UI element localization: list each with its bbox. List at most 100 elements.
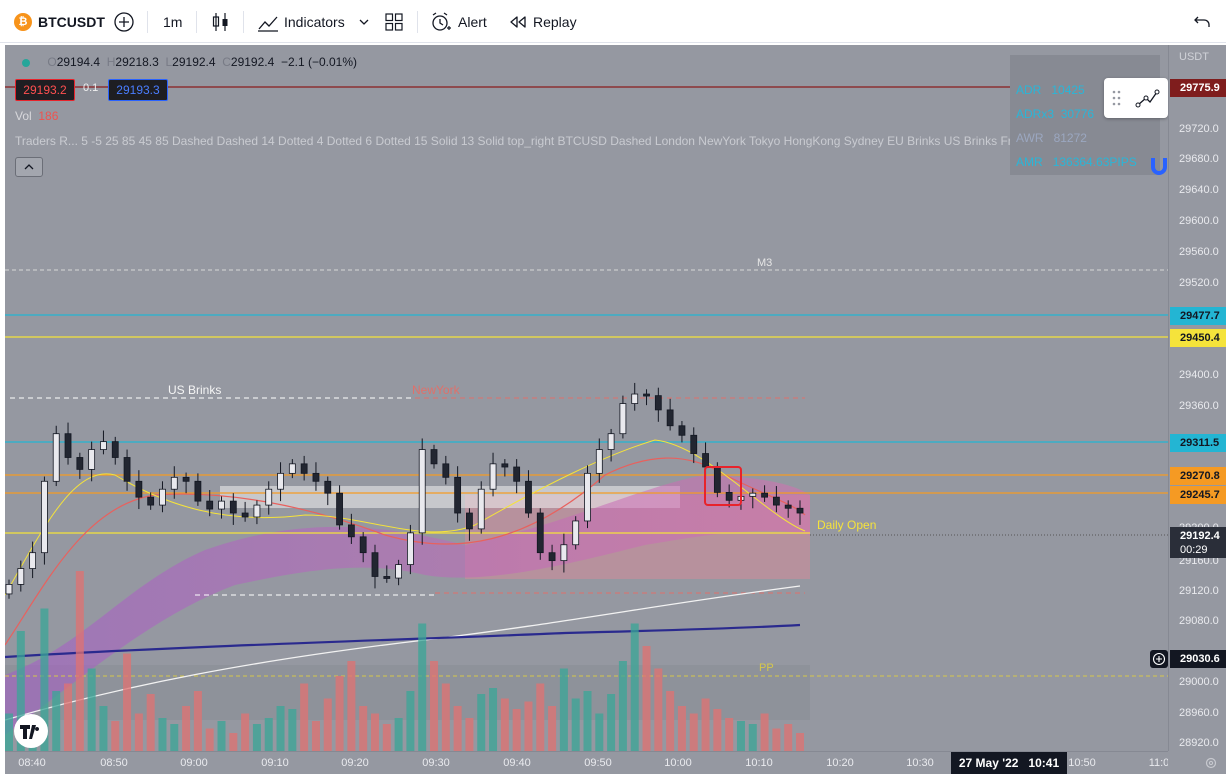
candle-body <box>371 552 379 577</box>
drag-handle-icon[interactable] <box>1112 90 1122 106</box>
chart-canvas[interactable] <box>5 45 1168 751</box>
newyork-label: NewYork <box>412 383 460 397</box>
volume-bar <box>370 713 379 751</box>
value-area-box <box>220 486 680 508</box>
magnet-icon[interactable] <box>1150 156 1168 178</box>
volume-bar <box>406 691 415 751</box>
price-tick: 28920.0 <box>1179 737 1219 749</box>
adr-row: ADRx3 30776 <box>1016 107 1095 121</box>
candle-body <box>265 488 273 506</box>
time-tick: 09:20 <box>341 757 369 769</box>
price-tick: 29000.0 <box>1179 676 1219 688</box>
volume-bar <box>666 691 675 751</box>
ask-button[interactable]: 29193.3 <box>108 79 168 101</box>
candle-body <box>135 480 143 498</box>
collapse-legend-button[interactable] <box>15 157 43 177</box>
candle-body <box>678 425 686 436</box>
indicator-legend[interactable]: Traders R... 5 -5 25 85 45 85 Dashed Das… <box>15 134 1098 148</box>
candle-body <box>218 500 225 510</box>
volume-bar <box>689 713 698 751</box>
price-tick: 29520.0 <box>1179 277 1219 289</box>
chevron-up-icon <box>24 164 34 170</box>
price-tick: 29640.0 <box>1179 184 1219 196</box>
time-tick: 09:40 <box>503 757 531 769</box>
candle-body <box>111 441 119 458</box>
volume-bar <box>477 694 486 751</box>
volume-bar <box>618 661 627 751</box>
time-tick: 09:00 <box>180 757 208 769</box>
ma-red <box>5 457 806 646</box>
chart-type-button[interactable] <box>211 0 231 43</box>
price-tick: 29080.0 <box>1179 615 1219 627</box>
candle-body <box>241 512 249 518</box>
gear-icon[interactable] <box>1204 756 1218 770</box>
candle-body <box>489 463 497 490</box>
candle-body <box>525 480 532 514</box>
candle-body <box>631 393 639 404</box>
volume-bar <box>524 701 533 751</box>
candle-body <box>666 409 674 427</box>
pp-label: PP <box>759 662 774 674</box>
replay-button[interactable]: Replay <box>509 0 577 43</box>
volume-bar <box>489 688 498 751</box>
time-tick: 10:00 <box>664 757 692 769</box>
price-tick: 29120.0 <box>1179 585 1219 597</box>
volume-bar <box>205 728 214 751</box>
time-tick: 10:50 <box>1068 757 1096 769</box>
layouts-button[interactable] <box>384 0 404 43</box>
candle-body <box>654 395 662 411</box>
volume-bar <box>465 718 474 751</box>
alert-button[interactable]: Alert <box>430 0 487 43</box>
close-value: 29192.4 <box>230 55 275 69</box>
daily-open-label: Daily Open <box>817 518 877 532</box>
candle-body <box>182 476 190 482</box>
candle-body <box>454 476 462 514</box>
undo-button[interactable] <box>1194 0 1210 43</box>
time-tick: 10:30 <box>906 757 934 769</box>
candle-body <box>123 457 131 482</box>
drawing-toolbar[interactable] <box>1104 78 1168 118</box>
chart-pane[interactable]: O29194.4 H29218.3 L29192.4 C29192.4 −2.1… <box>5 45 1168 751</box>
volume-bar <box>40 608 49 751</box>
indicators-button[interactable]: Indicators <box>257 0 345 43</box>
candle-body <box>725 491 733 501</box>
volume-bar <box>111 721 120 751</box>
price-label-red: 29775.9 <box>1170 79 1226 97</box>
volume-bar <box>607 694 616 751</box>
time-tick: 08:50 <box>100 757 128 769</box>
indicators-dropdown[interactable] <box>358 0 370 43</box>
add-alert-button[interactable] <box>1150 650 1168 668</box>
left-gutter <box>0 45 5 774</box>
candle-body <box>194 480 202 502</box>
spread-value: 0.1 <box>83 82 99 94</box>
interval-button[interactable]: 1m <box>163 0 182 43</box>
volume-bar <box>264 718 273 751</box>
volume-bar <box>500 698 509 751</box>
trend-line-icon[interactable] <box>1134 85 1160 111</box>
candle-body <box>88 449 96 470</box>
bitcoin-icon: ₿ <box>14 12 32 31</box>
compare-button[interactable] <box>113 0 135 43</box>
volume-bar <box>170 724 179 751</box>
volume-bar <box>784 724 793 751</box>
volume-bar <box>217 721 226 751</box>
candles <box>5 382 804 599</box>
candle-body <box>584 472 591 522</box>
volume-bar <box>123 653 132 751</box>
candle-body <box>772 496 780 506</box>
candle-body <box>784 504 792 509</box>
highlight-box <box>704 466 742 506</box>
replay-label: Replay <box>533 13 577 30</box>
candle-body <box>159 488 166 506</box>
candle-body <box>643 393 650 397</box>
volume-bar <box>571 698 580 751</box>
symbol-search[interactable]: ₿ BTCUSDT <box>14 0 105 43</box>
alarm-clock-icon <box>432 11 451 31</box>
candle-body <box>229 500 237 514</box>
bid-button[interactable]: 29193.2 <box>15 79 75 101</box>
volume-bar <box>748 724 757 751</box>
volume-bar <box>595 713 604 751</box>
time-axis[interactable]: 08:40 08:50 09:00 09:10 09:20 09:30 09:4… <box>5 751 1169 774</box>
price-axis[interactable]: USDT 29720.0 29680.0 29640.0 29600.0 295… <box>1168 45 1226 751</box>
volume-bar <box>654 668 663 751</box>
